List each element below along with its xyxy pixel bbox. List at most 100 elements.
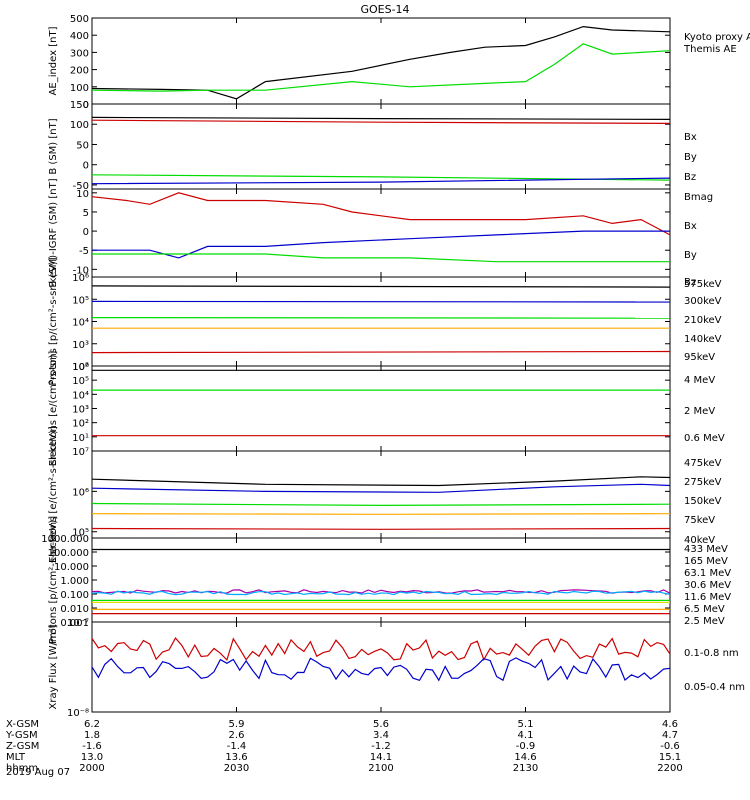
eph-value: 4.1 bbox=[518, 730, 534, 741]
y-tick-label: 50 bbox=[76, 140, 89, 151]
legend-entry: 140keV bbox=[684, 334, 722, 345]
y-axis-label: Protons [p/(cm²-s-sr-keV)] bbox=[48, 516, 59, 644]
series-95kev bbox=[91, 285, 671, 288]
series-0-1-0-8-nm bbox=[91, 637, 671, 662]
y-axis-label: B (SM)-IGRF (SM) [nT] bbox=[48, 178, 59, 287]
eph-value: 14.1 bbox=[370, 752, 392, 763]
legend-entry: 475keV bbox=[684, 458, 722, 469]
y-tick-label: 0.010 bbox=[60, 604, 89, 615]
y-tick-label: 100 bbox=[70, 83, 89, 94]
legend-entry: 0.6 MeV bbox=[684, 433, 725, 444]
y-tick-label: 100.000 bbox=[48, 548, 89, 559]
panel-8: 10⁻⁸ 10⁻⁷ Xray Flux [W/m²] 0.1-0.8 nm 0.05-0… bbox=[48, 618, 745, 719]
series-275kev bbox=[91, 513, 671, 515]
eph-row-label: MLT bbox=[6, 752, 26, 763]
eph-value: 4.7 bbox=[662, 730, 678, 741]
eph-value: 5.6 bbox=[373, 719, 389, 730]
plot-title: GOES-14 bbox=[360, 3, 409, 16]
panel-1: 0 100 200 300 400 500 AE_index [nT] Kyoto proxy… bbox=[48, 14, 750, 111]
y-tick-label: 10³ bbox=[72, 405, 89, 416]
eph-row-label: Y-GSM bbox=[5, 730, 38, 741]
legend-entry: 11.6 MeV bbox=[684, 592, 731, 603]
panel-frame bbox=[91, 365, 671, 452]
y-tick-label: 10⁶ bbox=[72, 487, 89, 498]
eph-value: 2200 bbox=[657, 763, 682, 774]
y-tick-label: 0 bbox=[83, 227, 89, 238]
series-40kev bbox=[91, 476, 671, 487]
legend-entry: 75keV bbox=[684, 515, 715, 526]
legend-entry: 2.5 MeV bbox=[684, 616, 725, 627]
y-tick-label: 0.001 bbox=[60, 618, 89, 629]
y-tick-label: -10 bbox=[73, 265, 89, 276]
eph-value: 15.1 bbox=[659, 752, 681, 763]
y-tick-label: 100 bbox=[70, 120, 89, 131]
y-tick-label: -5 bbox=[79, 246, 89, 257]
panel-frame bbox=[91, 103, 671, 190]
series-210kev bbox=[91, 317, 671, 319]
series-75kev bbox=[91, 483, 671, 493]
y-axis-label: Xray Flux [W/m²] bbox=[48, 624, 59, 709]
y-axis-label: Electrons [e/(cm²-s-sr-keV)] bbox=[48, 426, 59, 563]
legend-entry: 433 MeV bbox=[684, 544, 728, 555]
series-bz bbox=[91, 119, 671, 124]
y-tick-label: 10¹ bbox=[72, 433, 89, 444]
eph-value: 5.9 bbox=[229, 719, 245, 730]
legend-entry: 40keV bbox=[684, 535, 715, 546]
y-tick-label: 300 bbox=[70, 48, 89, 59]
eph-value: 14.6 bbox=[514, 752, 536, 763]
y-axis-label: Protons [p/(cm²-s-sr-keV)] bbox=[48, 257, 59, 385]
y-tick-label: 0.100 bbox=[60, 590, 89, 601]
eph-value: 2030 bbox=[224, 763, 249, 774]
y-tick-label: 10⁶ bbox=[72, 362, 89, 373]
panel-6: 10⁵ 10⁶ 10⁷ Electrons [e/(cm²-s-sr-keV)] 475… bbox=[48, 426, 722, 563]
eph-value: 2.6 bbox=[229, 730, 245, 741]
y-tick-label: 10⁻⁸ bbox=[67, 708, 89, 719]
series-by bbox=[92, 253, 670, 263]
panel-4: 10² 10³ 10⁴ 10⁵ 10⁶ Protons [p/(cm²-s-sr-keV)… bbox=[48, 257, 722, 385]
panel-7: 0.001 0.010 0.100 1.000 10.000 100.000 1000.00… bbox=[41, 516, 731, 644]
series-kyoto-proxy-ae bbox=[91, 43, 671, 92]
legend-entry: By bbox=[684, 250, 697, 261]
eph-value: 13.6 bbox=[225, 752, 247, 763]
y-tick-label: 10⁵ bbox=[72, 528, 89, 539]
eph-value: -0.9 bbox=[516, 741, 536, 752]
eph-value: 1.8 bbox=[84, 730, 100, 741]
y-tick-label: 10⁻⁷ bbox=[67, 618, 89, 629]
legend-entry: 300keV bbox=[684, 296, 722, 307]
series-bmag bbox=[91, 116, 671, 120]
y-tick-label: 10⁷ bbox=[72, 447, 89, 458]
eph-value: 4.6 bbox=[662, 719, 678, 730]
legend-entry: 30.6 MeV bbox=[684, 580, 731, 591]
eph-row-label: Z-GSM bbox=[6, 741, 39, 752]
series-0-05-0-4-nm bbox=[91, 657, 671, 682]
legend-entry: 95keV bbox=[684, 352, 715, 363]
legend-entry: 575keV bbox=[684, 279, 722, 290]
legend-entry: 210keV bbox=[684, 315, 722, 326]
eph-value: 13.0 bbox=[81, 752, 103, 763]
eph-value: 2000 bbox=[79, 763, 104, 774]
eph-value: 2100 bbox=[368, 763, 393, 774]
legend-entry: Bx bbox=[684, 221, 697, 232]
legend-entry: 2 MeV bbox=[684, 406, 715, 417]
y-tick-label: 10⁵ bbox=[72, 376, 89, 387]
legend-entry: Bx bbox=[684, 132, 697, 143]
series-bz bbox=[91, 192, 671, 236]
y-tick-label: 10⁴ bbox=[72, 390, 89, 401]
y-tick-label: -50 bbox=[73, 181, 89, 192]
y-tick-label: 10² bbox=[72, 419, 89, 430]
series-575kev bbox=[91, 350, 671, 354]
legend-entry: By bbox=[684, 152, 697, 163]
y-tick-label: 500 bbox=[70, 14, 89, 25]
eph-row-label: X-GSM bbox=[6, 719, 39, 730]
legend-entry: Bz bbox=[684, 277, 696, 288]
eph-value: 2130 bbox=[513, 763, 538, 774]
eph-value: 3.4 bbox=[373, 730, 389, 741]
y-tick-label: 5 bbox=[83, 208, 89, 219]
y-tick-label: 1000.000 bbox=[41, 534, 89, 545]
series-140kev bbox=[91, 300, 671, 303]
y-axis-label: Electrons [e/(cm²-s-sr)] bbox=[48, 351, 59, 467]
y-tick-label: 10³ bbox=[72, 340, 89, 351]
